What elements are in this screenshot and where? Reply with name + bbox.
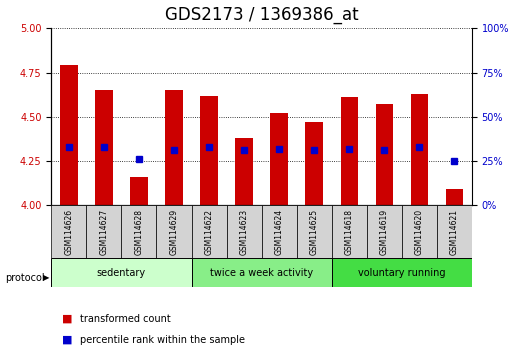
Bar — [60, 65, 77, 205]
Bar — [235, 138, 253, 205]
Text: voluntary running: voluntary running — [358, 268, 446, 278]
Bar — [367, 205, 402, 258]
Text: percentile rank within the sample: percentile rank within the sample — [80, 335, 245, 345]
Bar — [262, 205, 297, 258]
Bar — [332, 258, 472, 287]
Bar — [332, 205, 367, 258]
Bar — [402, 205, 437, 258]
Bar — [410, 94, 428, 205]
Text: GSM114625: GSM114625 — [310, 209, 319, 255]
Text: GSM114621: GSM114621 — [450, 209, 459, 255]
Text: transformed count: transformed count — [80, 314, 170, 324]
Text: GSM114618: GSM114618 — [345, 209, 354, 255]
Text: GSM114622: GSM114622 — [205, 209, 213, 255]
Bar — [156, 205, 191, 258]
Text: GSM114623: GSM114623 — [240, 209, 249, 255]
Bar — [51, 258, 191, 287]
Bar — [86, 205, 122, 258]
Text: GSM114628: GSM114628 — [134, 209, 144, 255]
Text: protocol: protocol — [5, 273, 45, 283]
Bar — [341, 97, 358, 205]
Text: ▶: ▶ — [43, 273, 49, 282]
Bar — [270, 113, 288, 205]
Text: ■: ■ — [62, 335, 72, 345]
Bar — [122, 205, 156, 258]
Bar — [437, 205, 472, 258]
Bar — [200, 96, 218, 205]
Bar — [227, 205, 262, 258]
Bar — [191, 258, 332, 287]
Bar — [297, 205, 332, 258]
Text: GSM114619: GSM114619 — [380, 209, 389, 255]
Bar — [305, 122, 323, 205]
Text: GSM114624: GSM114624 — [274, 209, 284, 255]
Text: ■: ■ — [62, 314, 72, 324]
Bar — [130, 177, 148, 205]
Text: GSM114629: GSM114629 — [169, 209, 179, 255]
Text: GSM114626: GSM114626 — [64, 209, 73, 255]
Text: twice a week activity: twice a week activity — [210, 268, 313, 278]
Bar — [191, 205, 227, 258]
Bar — [446, 189, 463, 205]
Bar — [165, 90, 183, 205]
Bar — [376, 104, 393, 205]
Text: sedentary: sedentary — [97, 268, 146, 278]
Text: GSM114627: GSM114627 — [100, 209, 108, 255]
Bar — [51, 205, 86, 258]
Bar — [95, 90, 113, 205]
Text: GSM114620: GSM114620 — [415, 209, 424, 255]
Title: GDS2173 / 1369386_at: GDS2173 / 1369386_at — [165, 6, 359, 24]
